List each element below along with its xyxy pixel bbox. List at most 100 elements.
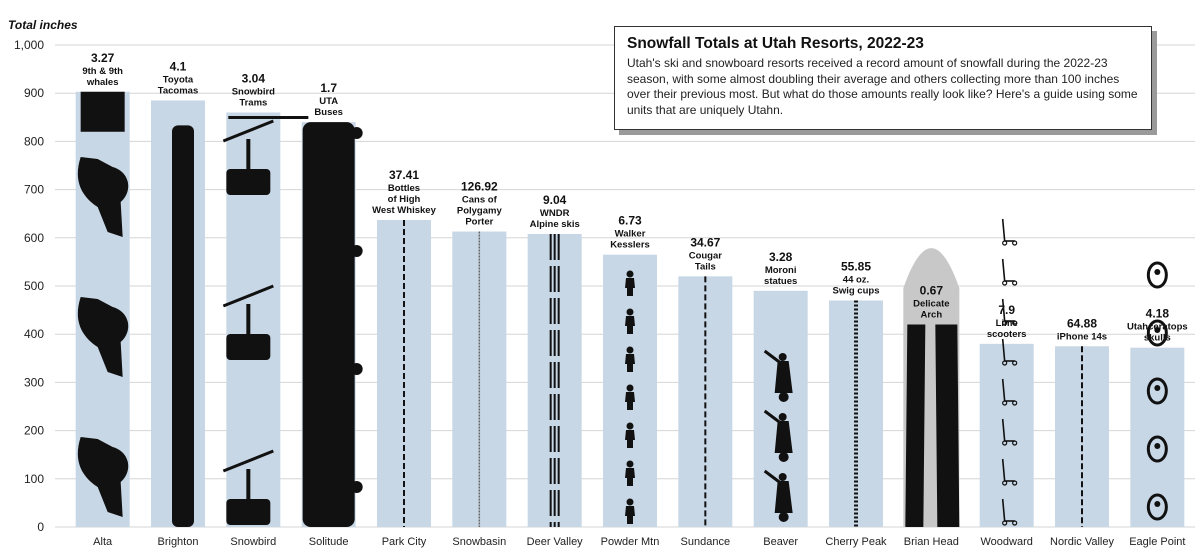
arch-left-leg [905, 324, 926, 527]
arch-right-leg [935, 324, 960, 527]
y-tick-label: 800 [24, 134, 44, 148]
unit-name: skulls [1144, 333, 1171, 344]
category-label: Deer Valley [527, 536, 584, 548]
skull-eye [1154, 443, 1161, 449]
tram-hanger [246, 139, 251, 169]
scooter-wheel [1012, 520, 1018, 526]
unit-count: 7.9 [998, 303, 1015, 317]
y-tick-label: 100 [24, 472, 44, 486]
unit-name: scooters [987, 329, 1027, 340]
skull-outline [1146, 435, 1168, 463]
unit-count: 3.27 [91, 51, 115, 65]
scooter-wheel [1002, 320, 1008, 326]
whale-shape [77, 157, 129, 237]
statue-head [778, 353, 787, 361]
scooter-stem [1001, 378, 1006, 402]
scooter-wheel [1012, 360, 1018, 366]
skull-eye [1154, 269, 1161, 275]
bus-wheel [350, 481, 363, 493]
unit-count: 55.85 [841, 259, 871, 273]
person-body [625, 278, 635, 296]
skull-outline [1146, 261, 1168, 289]
category-label: Eagle Point [1129, 536, 1185, 548]
unit-name: West Whiskey [372, 205, 436, 216]
skull-outline [1146, 493, 1168, 521]
person-body [625, 468, 635, 486]
unit-name: of High [388, 194, 421, 205]
unit-name: Alpine skis [530, 219, 580, 230]
scooter-wheel [1012, 280, 1018, 286]
unit-count: 3.04 [242, 71, 266, 85]
skull-eye [1154, 385, 1161, 391]
statue-base [778, 512, 789, 522]
whale-tail-fragment [80, 91, 125, 132]
bus-stack [302, 122, 355, 528]
y-axis-title: Total inches [8, 18, 78, 32]
unit-name: UTA [319, 96, 338, 107]
unit-name: Bottles [388, 183, 420, 194]
unit-count: 3.28 [769, 250, 793, 264]
scooter-stem [1001, 458, 1006, 482]
scooter-stem [1001, 498, 1006, 522]
tram-cable [222, 119, 274, 143]
scooter-icon [1001, 218, 1018, 526]
unit-name: WNDR [540, 208, 570, 219]
person-head [626, 460, 634, 468]
skull-outline [1146, 319, 1168, 347]
unit-name: Swig cups [833, 285, 880, 296]
bus-icon [302, 122, 363, 528]
unit-name: 9th & 9th [82, 66, 123, 77]
scooter-stem [1001, 218, 1006, 242]
tram-cable [222, 449, 274, 473]
arch-icon [903, 248, 960, 527]
y-tick-label: 900 [24, 86, 44, 100]
unit-name: Trams [239, 97, 267, 108]
person-head [626, 270, 634, 278]
scooter-wheel [1012, 480, 1018, 486]
unit-count: 126.92 [461, 180, 498, 194]
unit-name: Polygamy [457, 206, 503, 217]
category-label: Cherry Peak [825, 536, 887, 548]
y-tick-label: 500 [24, 279, 44, 293]
unit-name: Tacomas [158, 85, 198, 96]
scooter-wheel [1002, 400, 1008, 406]
y-tick-label: 400 [24, 327, 44, 341]
person-head [626, 308, 634, 316]
tram-icon [222, 115, 309, 525]
unit-name: Utahceratops [1127, 322, 1188, 333]
unit-name: Cans of [462, 195, 498, 206]
person-body [625, 506, 635, 524]
unit-count: 37.41 [389, 168, 419, 182]
unit-name: Buses [314, 107, 343, 118]
person-head [626, 384, 634, 392]
unit-count: 1.7 [320, 81, 337, 95]
statue-body [774, 421, 793, 453]
skull-eye [1154, 327, 1161, 333]
statue-icon [763, 349, 793, 522]
person-head [626, 498, 634, 506]
person-head [626, 422, 634, 430]
scooter-stem [1001, 418, 1006, 442]
skull-icon [1146, 261, 1168, 521]
statue-base [778, 392, 789, 402]
chart-info-box: Snowfall Totals at Utah Resorts, 2022-23… [614, 26, 1152, 130]
statue-head [778, 413, 787, 421]
category-label: Park City [382, 536, 427, 548]
person-body [625, 316, 635, 334]
ski-icon [549, 233, 560, 527]
unit-name: Delicate [913, 299, 949, 310]
unit-count: 6.73 [618, 214, 642, 228]
bus-wheel [350, 127, 363, 139]
scooter-wheel [1012, 320, 1018, 326]
whale-shape [77, 297, 129, 377]
unit-name: Moroni [765, 265, 797, 276]
y-tick-label: 200 [24, 424, 44, 438]
